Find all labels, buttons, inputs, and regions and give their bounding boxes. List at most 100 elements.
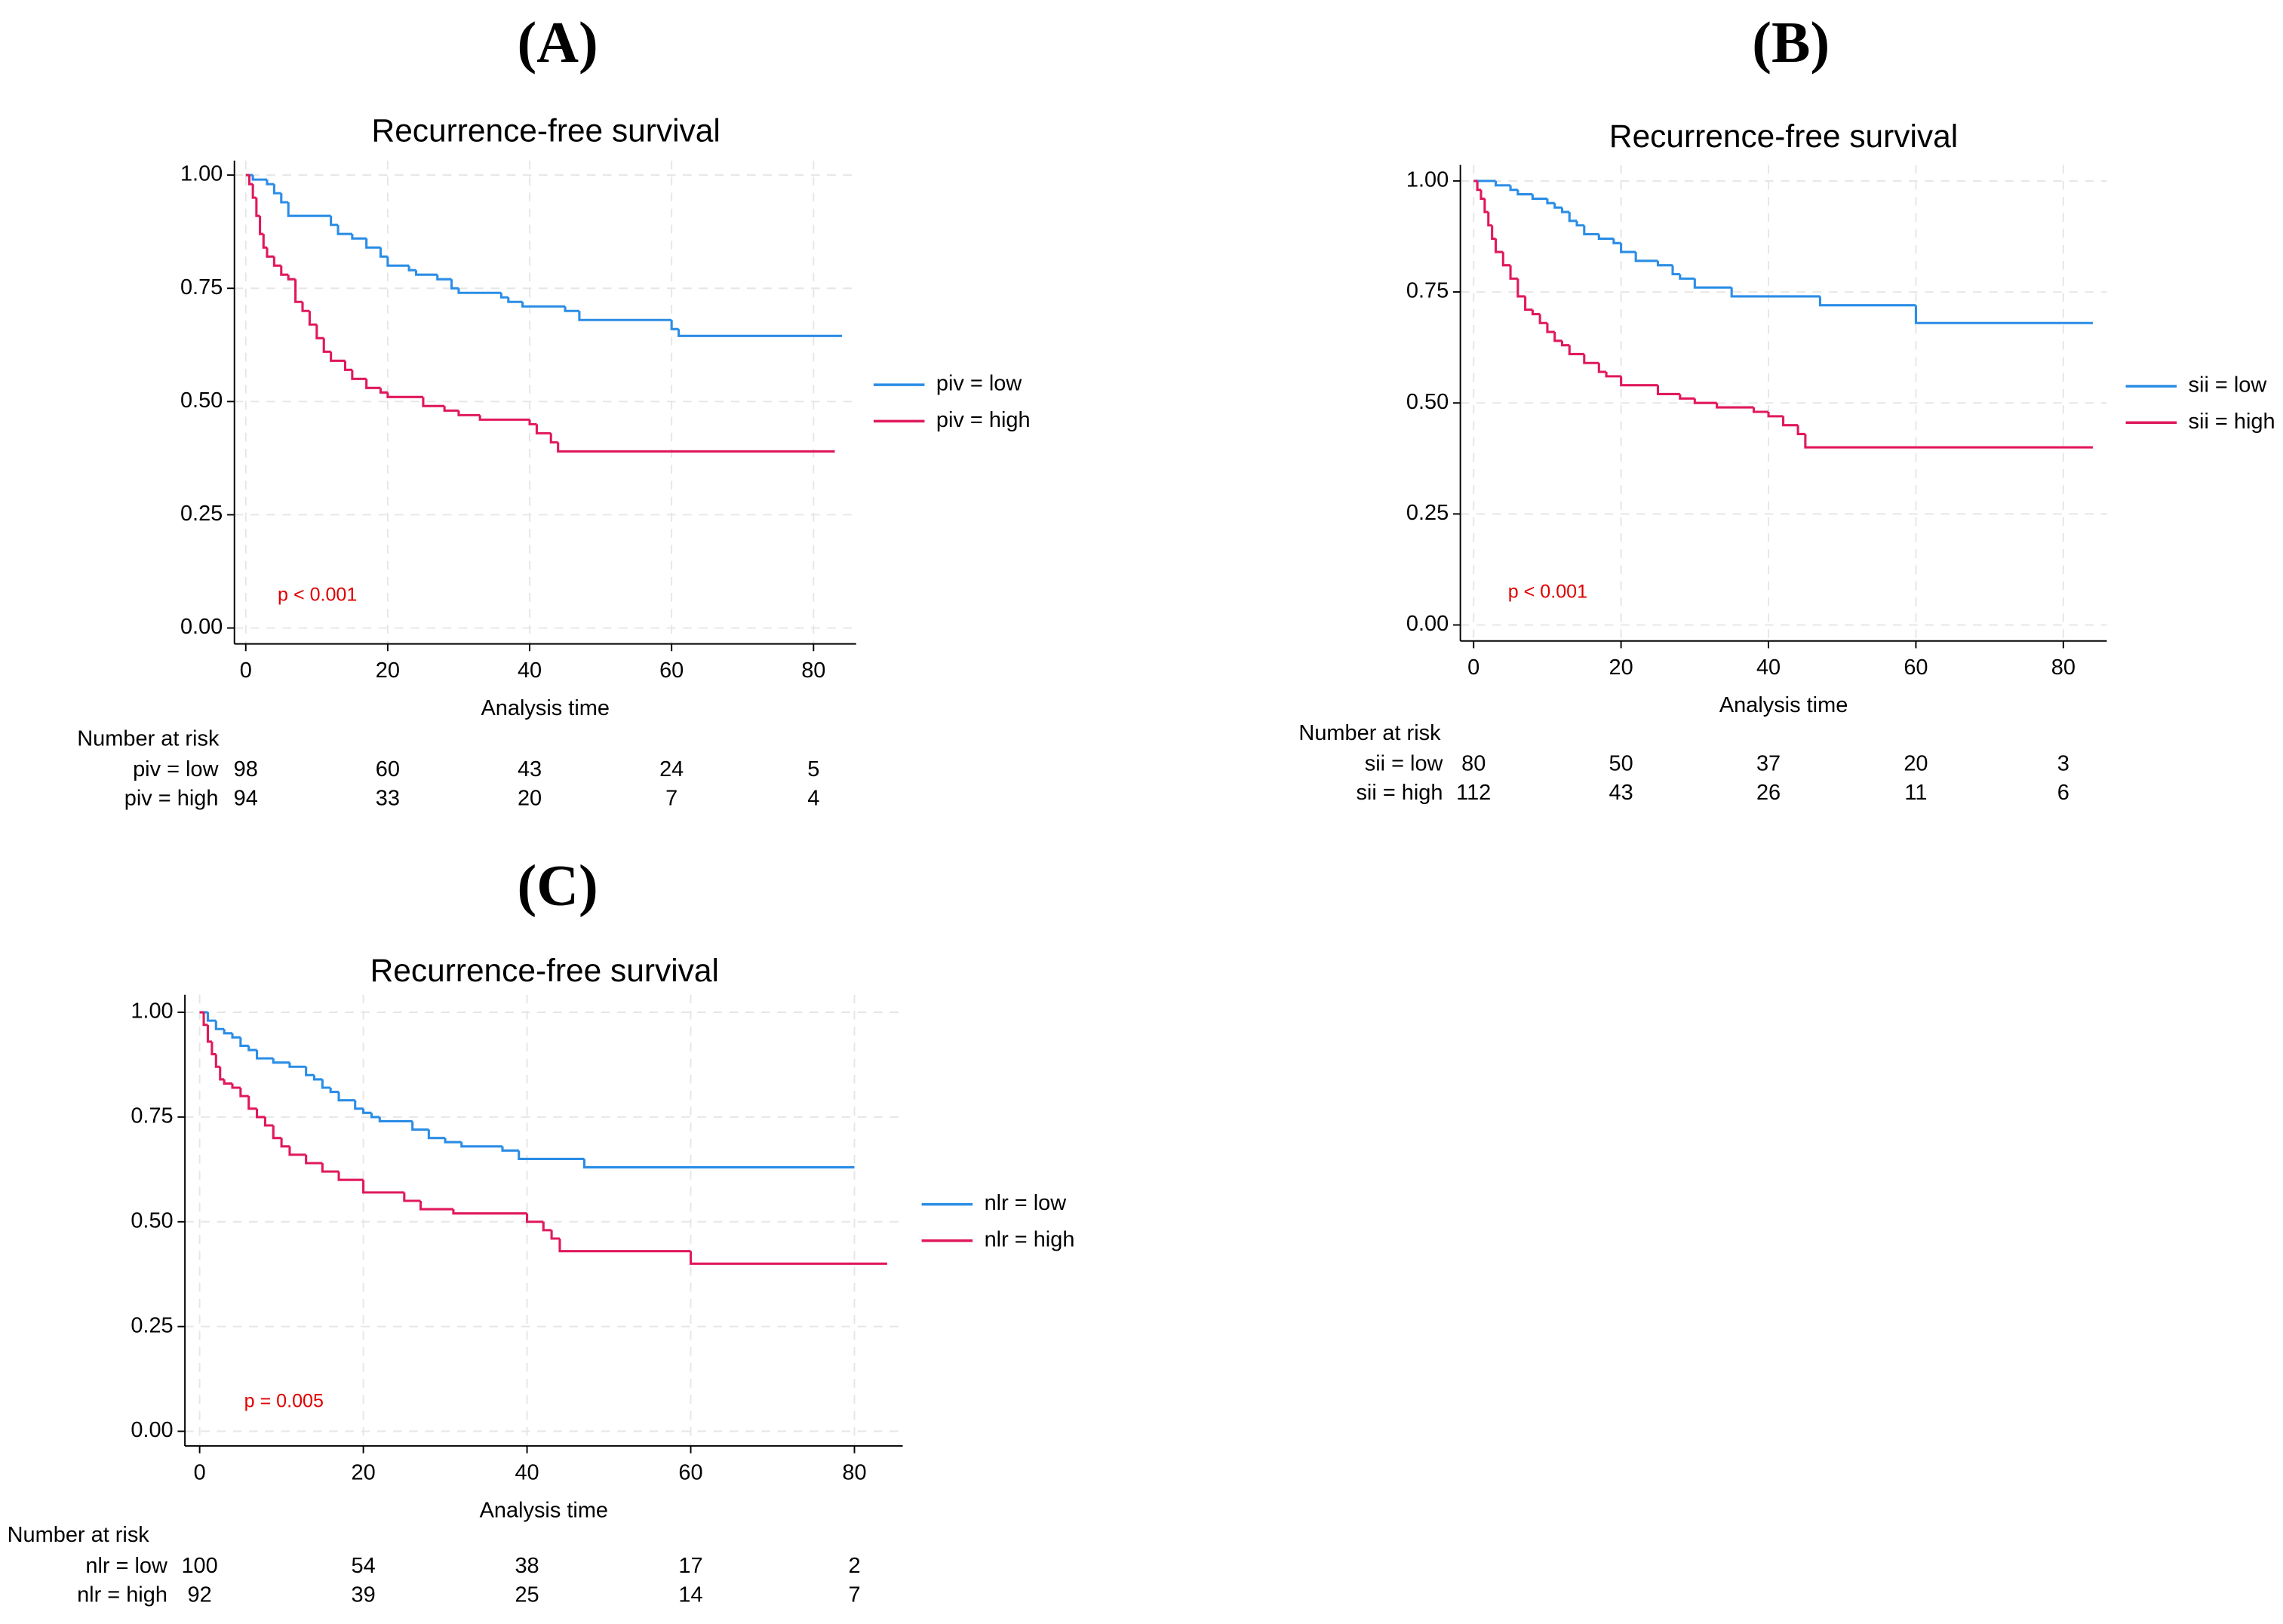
x-tick-label: 80 <box>801 659 825 683</box>
risk-value: 33 <box>376 787 400 811</box>
survival-step <box>1516 278 1526 298</box>
survival-step <box>337 1171 364 1181</box>
survival-step <box>312 1075 323 1081</box>
survival-step <box>214 1054 220 1068</box>
survival-step <box>1546 198 1555 204</box>
y-tick-label: 0.75 <box>1406 279 1449 303</box>
survival-step <box>386 256 410 267</box>
survival-step <box>219 1067 225 1081</box>
legend-label: piv = high <box>936 408 1031 432</box>
survival-step <box>557 442 835 453</box>
survival-step <box>1716 403 1754 409</box>
survival-step <box>518 1150 585 1160</box>
risk-value: 92 <box>188 1583 212 1607</box>
survival-step <box>582 1159 855 1169</box>
x-tick-label: 20 <box>1609 655 1633 680</box>
survival-step <box>1818 296 1916 307</box>
survival-step <box>330 352 346 362</box>
survival-step <box>263 1116 274 1127</box>
survival-step <box>427 1129 446 1140</box>
survival-step <box>362 1180 404 1194</box>
risk-value: 2 <box>848 1554 860 1578</box>
survival-step <box>251 184 257 199</box>
risk-row-label: sii = high <box>1356 781 1443 805</box>
survival-step <box>1693 278 1732 289</box>
x-tick-label: 80 <box>2051 655 2076 680</box>
survival-step <box>1620 243 1636 253</box>
risk-row-label: sii = low <box>1365 751 1443 775</box>
survival-step <box>272 1125 282 1140</box>
risk-table-title: Number at risk <box>1298 721 1441 745</box>
survival-step <box>526 1213 544 1223</box>
survival-step <box>247 1045 257 1051</box>
survival-step <box>379 388 388 394</box>
risk-value: 60 <box>376 757 400 781</box>
survival-step <box>255 198 260 217</box>
x-tick-label: 0 <box>240 659 252 683</box>
x-tick-label: 20 <box>351 1460 375 1484</box>
risk-value: 39 <box>351 1583 375 1607</box>
risk-value: 5 <box>807 757 819 781</box>
survival-step <box>256 1050 274 1060</box>
survival-step <box>457 410 481 416</box>
risk-table-title: Number at risk <box>8 1523 150 1547</box>
risk-value: 112 <box>1456 781 1491 805</box>
x-axis-label: Analysis time <box>1719 693 1848 717</box>
risk-value: 7 <box>848 1583 860 1607</box>
survival-step <box>247 175 253 186</box>
survival-step <box>542 1221 552 1232</box>
survival-step <box>550 1230 560 1240</box>
y-tick-label: 0.75 <box>180 275 223 299</box>
survival-step <box>305 1067 315 1076</box>
survival-step <box>1612 238 1621 244</box>
legend-label: piv = low <box>936 372 1022 396</box>
survival-step <box>1494 238 1504 253</box>
survival-step <box>362 1108 372 1114</box>
chart-title: Recurrence-free survival <box>1609 118 1958 154</box>
risk-value: 14 <box>678 1583 702 1607</box>
survival-step <box>231 1033 241 1039</box>
risk-row-label: nlr = high <box>77 1583 167 1607</box>
survival-step <box>452 1209 527 1215</box>
legend-label: sii = low <box>2189 373 2267 398</box>
survival-step <box>1620 376 1658 387</box>
y-tick-label: 0.00 <box>131 1418 173 1442</box>
survival-step <box>460 1142 503 1148</box>
x-tick-label: 60 <box>1904 655 1928 680</box>
survival-step <box>450 279 459 290</box>
survival-step <box>1583 225 1599 236</box>
survival-step <box>343 361 352 371</box>
survival-step <box>1501 252 1511 267</box>
survival-step <box>336 225 352 235</box>
risk-value: 98 <box>234 757 258 781</box>
survival-step <box>414 270 438 276</box>
survival-step <box>223 1079 233 1085</box>
survival-step <box>1516 189 1533 196</box>
survival-step <box>315 324 324 339</box>
survival-step <box>1568 345 1584 356</box>
survival-step <box>1487 212 1492 227</box>
x-tick-label: 40 <box>518 659 542 683</box>
survival-step <box>419 1200 453 1211</box>
survival-step <box>444 1137 462 1144</box>
survival-step <box>1796 425 1805 435</box>
y-tick-label: 1.00 <box>131 999 173 1024</box>
survival-step <box>1634 252 1658 262</box>
survival-step <box>549 433 558 444</box>
survival-step <box>564 306 579 312</box>
survival-step <box>280 193 289 204</box>
survival-step <box>231 1083 241 1089</box>
survival-step <box>294 279 303 303</box>
risk-value: 26 <box>1756 781 1781 805</box>
x-axis-label: Analysis time <box>481 696 609 720</box>
panel-label: (C) <box>518 852 598 917</box>
chart-title: Recurrence-free survival <box>370 953 719 988</box>
survival-step <box>1491 225 1496 240</box>
survival-step <box>330 216 339 226</box>
survival-step <box>521 302 566 308</box>
survival-step <box>1568 212 1578 223</box>
survival-step <box>499 293 509 299</box>
survival-step <box>301 302 310 312</box>
risk-value: 7 <box>665 787 678 811</box>
risk-value: 20 <box>518 787 542 811</box>
